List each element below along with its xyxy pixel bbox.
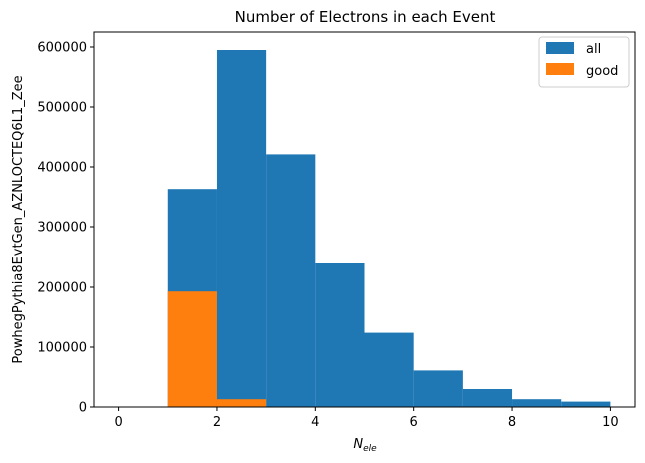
y-tick-label: 200000 — [37, 281, 87, 296]
legend-swatch-good — [546, 63, 574, 75]
y-axis-label: PowhegPythia8EvtGen_AZNLOCTEQ6L1_Zee — [11, 75, 26, 363]
x-axis-label-sub: ele — [363, 444, 377, 454]
bar-all-bin-2 — [216, 50, 267, 407]
y-tick-label: 0 — [79, 401, 87, 416]
plot-frame — [93, 31, 636, 408]
bar-all-bin-5 — [364, 332, 414, 407]
legend-swatch-all — [546, 42, 574, 54]
legend-label-good: good — [586, 64, 618, 79]
bar-all-bin-7 — [462, 389, 513, 407]
legend: all good — [538, 36, 630, 88]
bar-all-bin-3 — [266, 154, 316, 407]
bar-all-bin-6 — [413, 370, 463, 407]
bar-all-bin-9 — [561, 401, 611, 407]
x-tick-label: 10 — [602, 415, 619, 430]
bar-good-bin-2 — [216, 399, 267, 407]
x-tick-label: 8 — [508, 415, 516, 430]
chart-title: Number of Electrons in each Event — [235, 8, 496, 26]
x-tick-label: 4 — [311, 415, 319, 430]
x-axis-label: Nele — [353, 437, 377, 454]
y-tick-label: 500000 — [37, 101, 87, 116]
bar-all-bin-8 — [512, 399, 562, 407]
x-tick-label: 0 — [114, 415, 122, 430]
x-tick-label: 6 — [410, 415, 418, 430]
x-axis-ticks: 0 2 4 6 8 10 — [114, 407, 619, 430]
bars-layer — [167, 50, 611, 407]
y-tick-label: 600000 — [37, 41, 87, 56]
y-tick-label: 300000 — [37, 221, 87, 236]
y-axis-ticks: 0 100000 200000 300000 400000 500000 600000 — [37, 41, 94, 416]
bar-good-bin-1 — [167, 291, 217, 407]
legend-label-all: all — [586, 42, 601, 57]
y-tick-label: 400000 — [37, 161, 87, 176]
x-tick-label: 2 — [213, 415, 221, 430]
x-axis-label-main: N — [353, 437, 363, 452]
y-tick-label: 100000 — [37, 341, 87, 356]
bar-all-bin-4 — [315, 263, 365, 407]
